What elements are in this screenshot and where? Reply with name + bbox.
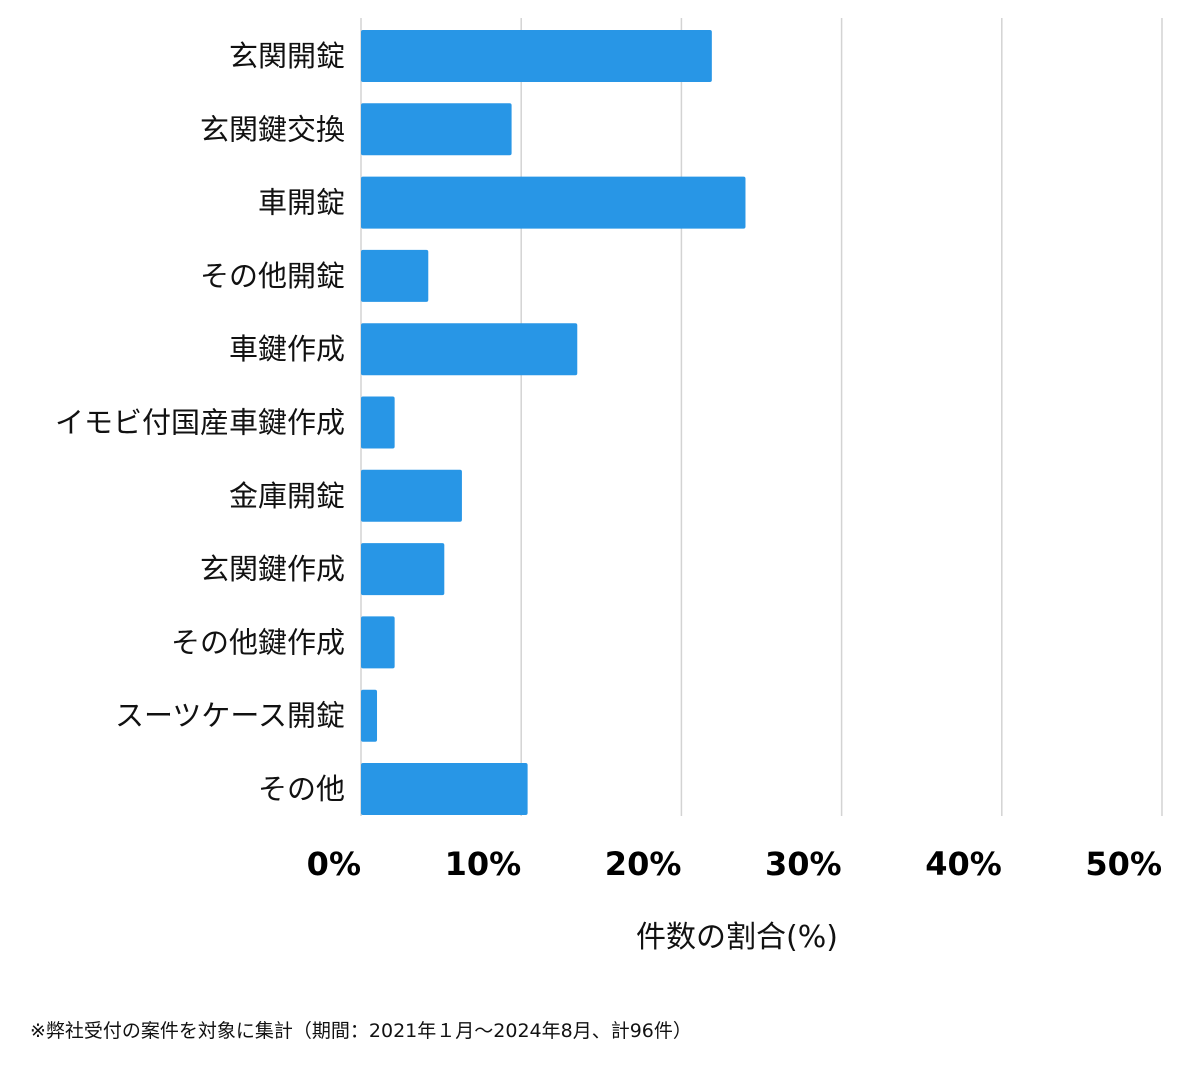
bar: [361, 249, 429, 302]
category-label: その他開錠: [200, 259, 345, 293]
category-label: 玄関開錠: [229, 39, 345, 73]
bar-chart: 玄関開錠玄関鍵交換車開錠その他開錠車鍵作成イモビ付国産車鍵作成金庫開錠玄関鍵作成…: [55, 18, 1163, 955]
x-tick-label: 10%: [445, 845, 522, 883]
x-tick-label: 50%: [1085, 845, 1162, 883]
bar: [361, 30, 712, 82]
bar: [361, 396, 395, 449]
grid-lines: [360, 18, 1163, 816]
category-label: イモビ付国産車鍵作成: [55, 406, 345, 440]
category-label: 玄関鍵作成: [200, 552, 345, 586]
category-label: 玄関鍵交換: [200, 112, 345, 146]
bar: [361, 176, 746, 229]
category-label: 車開錠: [258, 186, 345, 220]
bar: [361, 616, 395, 669]
x-tick-label: 30%: [765, 845, 842, 883]
category-label: その他: [258, 772, 345, 806]
category-label: その他鍵作成: [171, 625, 345, 659]
x-tick-label: 40%: [925, 845, 1002, 883]
bar: [361, 103, 512, 156]
x-tick-label: 20%: [605, 845, 682, 883]
bar: [361, 689, 378, 742]
bar: [361, 469, 462, 522]
bars: [361, 30, 746, 815]
bar: [361, 763, 528, 815]
category-label: 金庫開錠: [229, 479, 345, 513]
footnote: ※弊社受付の案件を対象に集計（期間：2021年１月〜2024年8月、計96件）: [30, 1020, 692, 1042]
category-label: スーツケース開錠: [115, 699, 345, 733]
x-tick-labels: 0% 10% 20% 30% 40% 50%: [307, 845, 1162, 883]
category-labels: 玄関開錠玄関鍵交換車開錠その他開錠車鍵作成イモビ付国産車鍵作成金庫開錠玄関鍵作成…: [55, 39, 345, 806]
x-tick-label: 0%: [307, 845, 361, 883]
bar: [361, 323, 578, 376]
bar: [361, 543, 445, 596]
category-label: 車鍵作成: [229, 332, 345, 366]
x-axis-title: 件数の割合(%): [636, 920, 838, 955]
